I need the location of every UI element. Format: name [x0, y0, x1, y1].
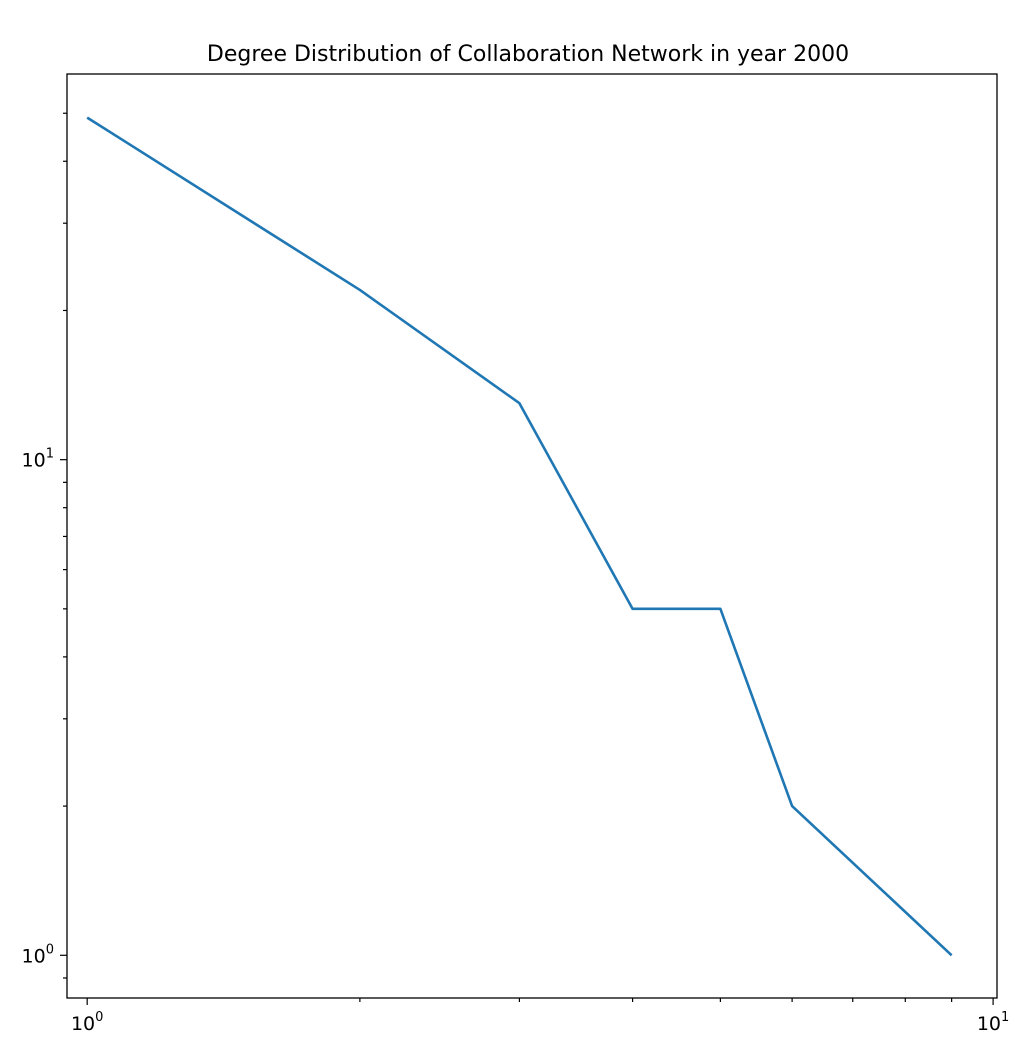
x-tick-base: 10 [977, 1013, 1001, 1035]
x-tick-exponent: 1 [1001, 1010, 1009, 1025]
y-tick-base: 10 [22, 945, 46, 967]
x-tick-label: 100 [71, 1010, 103, 1035]
y-tick-exponent: 0 [46, 942, 54, 957]
series-line-0 [86, 116, 953, 957]
y-tick-label: 101 [22, 447, 54, 472]
chart-title: Degree Distribution of Collaboration Net… [207, 42, 849, 67]
axes-frame [66, 73, 998, 999]
x-tick-base: 10 [71, 1013, 95, 1035]
x-tick-label: 101 [977, 1010, 1009, 1035]
y-tick-exponent: 1 [46, 447, 54, 462]
plot-area [86, 116, 953, 957]
x-tick-exponent: 0 [95, 1010, 103, 1025]
y-tick-base: 10 [22, 450, 46, 472]
y-tick-label: 100 [22, 942, 54, 967]
x-axis: 100 101 [71, 998, 1009, 1035]
